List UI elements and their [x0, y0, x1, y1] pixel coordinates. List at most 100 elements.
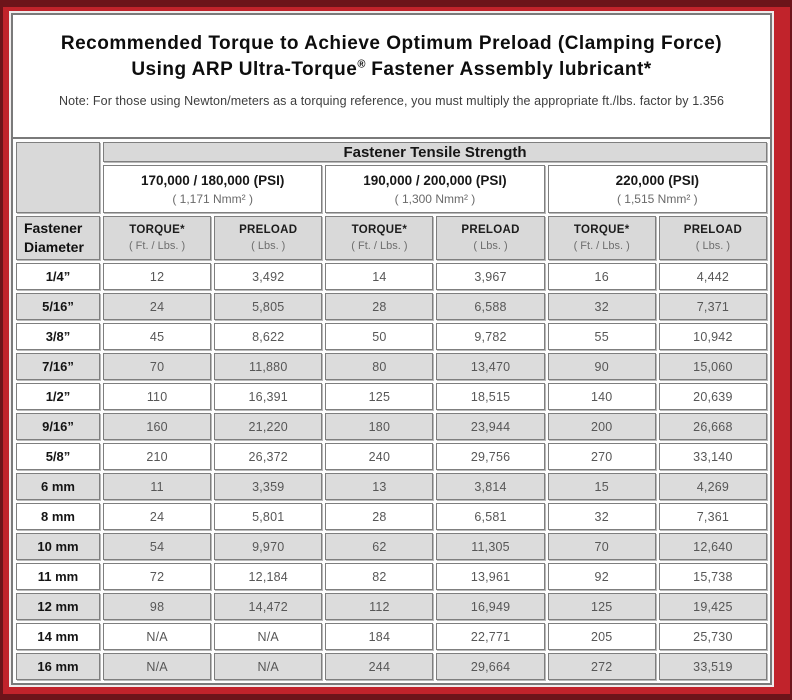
- preload-value-cell: 15,060: [658, 353, 767, 380]
- preload-value-cell: 16,949: [436, 593, 545, 620]
- red-frame: Recommended Torque to Achieve Optimum Pr…: [3, 7, 790, 694]
- torque-value-cell: 28: [325, 293, 434, 320]
- torque-value-cell: 112: [325, 593, 434, 620]
- preload-column-header: PRELOAD ( Lbs. ): [658, 216, 767, 260]
- title-area: Recommended Torque to Achieve Optimum Pr…: [13, 15, 770, 135]
- preload-value-cell: 4,442: [658, 263, 767, 290]
- nmm-value: ( 1,171 Nmm² ): [172, 191, 253, 206]
- preload-value-cell: 14,472: [214, 593, 323, 620]
- table-row: 8 mm 24 5,801 28 6,581 32 7,361: [16, 503, 767, 530]
- torque-value-cell: 125: [325, 383, 434, 410]
- fastener-diameter-cell: 3/8”: [16, 323, 100, 350]
- preload-value-cell: 7,371: [658, 293, 767, 320]
- torque-value-cell: 16: [547, 263, 656, 290]
- fastener-diameter-cell: 5/16”: [16, 293, 100, 320]
- preload-value-cell: N/A: [214, 653, 323, 680]
- fastener-diameter-cell: 1/4”: [16, 263, 100, 290]
- preload-value-cell: 26,668: [658, 413, 767, 440]
- table-row: 16 mm N/A N/A 244 29,664 272 33,519: [16, 653, 767, 680]
- torque-value-cell: 140: [547, 383, 656, 410]
- torque-table-container: Fastener Tensile Strength 170,000 / 180,…: [13, 137, 770, 683]
- torque-value-cell: N/A: [103, 653, 212, 680]
- conversion-note: Note: For those using Newton/meters as a…: [58, 94, 724, 109]
- preload-value-cell: 29,664: [436, 653, 545, 680]
- preload-value-cell: 7,361: [658, 503, 767, 530]
- torque-value-cell: 11: [103, 473, 212, 500]
- preload-value-cell: 9,970: [214, 533, 323, 560]
- preload-value-cell: 6,588: [436, 293, 545, 320]
- preload-value-cell: 26,372: [214, 443, 323, 470]
- preload-value-cell: 33,519: [658, 653, 767, 680]
- torque-value-cell: 32: [547, 503, 656, 530]
- preload-value-cell: 4,269: [658, 473, 767, 500]
- preload-value-cell: 13,470: [436, 353, 545, 380]
- fastener-diameter-cell: 1/2”: [16, 383, 100, 410]
- table-row: 11 mm 72 12,184 82 13,961 92 15,738: [16, 563, 767, 590]
- tensile-strength-banner: Fastener Tensile Strength: [103, 142, 767, 162]
- preload-value-cell: 3,967: [436, 263, 545, 290]
- psi-group-220: 220,000 (PSI) ( 1,515 Nmm² ): [547, 165, 767, 213]
- psi-header-row: 170,000 / 180,000 (PSI) ( 1,171 Nmm² ) 1…: [16, 165, 767, 213]
- registered-trademark-symbol: ®: [357, 58, 366, 71]
- fastener-diameter-cell: 12 mm: [16, 593, 100, 620]
- psi-value: 220,000 (PSI): [615, 172, 699, 188]
- fastener-diameter-cell: 8 mm: [16, 503, 100, 530]
- fastener-diameter-cell: 10 mm: [16, 533, 100, 560]
- preload-value-cell: 23,944: [436, 413, 545, 440]
- torque-value-cell: 45: [103, 323, 212, 350]
- torque-value-cell: 24: [103, 503, 212, 530]
- psi-group-190-200: 190,000 / 200,000 (PSI) ( 1,300 Nmm² ): [325, 165, 545, 213]
- table-row: 12 mm 98 14,472 112 16,949 125 19,425: [16, 593, 767, 620]
- preload-value-cell: 10,942: [658, 323, 767, 350]
- preload-value-cell: 20,639: [658, 383, 767, 410]
- preload-value-cell: 11,305: [436, 533, 545, 560]
- preload-value-cell: 12,184: [214, 563, 323, 590]
- torque-column-header: TORQUE* ( Ft. / Lbs. ): [325, 216, 434, 260]
- table-row: 6 mm 11 3,359 13 3,814 15 4,269: [16, 473, 767, 500]
- torque-value-cell: 70: [547, 533, 656, 560]
- preload-value-cell: 5,801: [214, 503, 323, 530]
- fastener-diameter-cell: 14 mm: [16, 623, 100, 650]
- torque-value-cell: 244: [325, 653, 434, 680]
- torque-value-cell: 205: [547, 623, 656, 650]
- torque-value-cell: 210: [103, 443, 212, 470]
- column-header-row: Fastener Diameter TORQUE* ( Ft. / Lbs. )…: [16, 216, 767, 260]
- torque-value-cell: 180: [325, 413, 434, 440]
- torque-value-cell: 24: [103, 293, 212, 320]
- preload-value-cell: 33,140: [658, 443, 767, 470]
- preload-value-cell: 22,771: [436, 623, 545, 650]
- preload-value-cell: 3,359: [214, 473, 323, 500]
- torque-value-cell: N/A: [103, 623, 212, 650]
- preload-value-cell: 9,782: [436, 323, 545, 350]
- torque-value-cell: 32: [547, 293, 656, 320]
- fastener-diameter-cell: 9/16”: [16, 413, 100, 440]
- preload-value-cell: 12,640: [658, 533, 767, 560]
- nmm-value: ( 1,515 Nmm² ): [616, 191, 698, 206]
- fastener-diameter-cell: 6 mm: [16, 473, 100, 500]
- torque-value-cell: 98: [103, 593, 212, 620]
- table-row: 3/8” 45 8,622 50 9,782 55 10,942: [16, 323, 767, 350]
- title-line-2: Using ARP Ultra-Torque® Fastener Assembl…: [131, 58, 652, 81]
- preload-value-cell: 11,880: [214, 353, 323, 380]
- torque-value-cell: 90: [547, 353, 656, 380]
- torque-value-cell: 160: [103, 413, 212, 440]
- fastener-diameter-cell: 16 mm: [16, 653, 100, 680]
- preload-value-cell: 8,622: [214, 323, 323, 350]
- table-row: 7/16” 70 11,880 80 13,470 90 15,060: [16, 353, 767, 380]
- psi-value: 170,000 / 180,000 (PSI): [140, 172, 285, 188]
- torque-value-cell: 54: [103, 533, 212, 560]
- torque-value-cell: 272: [547, 653, 656, 680]
- title-line-1: Recommended Torque to Achieve Optimum Pr…: [60, 33, 723, 54]
- torque-value-cell: 12: [103, 263, 212, 290]
- preload-value-cell: 21,220: [214, 413, 323, 440]
- torque-value-cell: 14: [325, 263, 434, 290]
- torque-value-cell: 50: [325, 323, 434, 350]
- torque-value-cell: 110: [103, 383, 212, 410]
- nmm-value: ( 1,300 Nmm² ): [394, 191, 476, 206]
- torque-value-cell: 125: [547, 593, 656, 620]
- preload-value-cell: 19,425: [658, 593, 767, 620]
- preload-value-cell: 3,814: [436, 473, 545, 500]
- tensile-strength-header-row: Fastener Tensile Strength: [16, 142, 767, 213]
- table-row: 10 mm 54 9,970 62 11,305 70 12,640: [16, 533, 767, 560]
